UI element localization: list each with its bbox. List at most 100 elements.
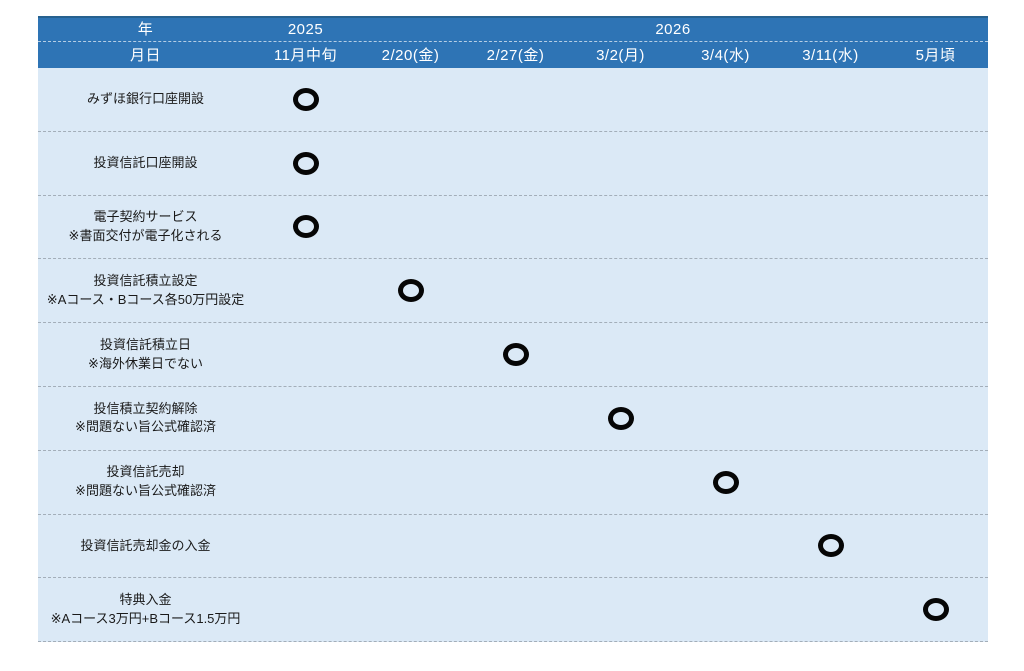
date-col-header-3: 3/2(月)	[596, 46, 645, 64]
table-body: みずほ銀行口座開設 投資信託口座開設 電子契約サービス ※書面交付が電子化される	[38, 68, 988, 643]
timeline-cell	[778, 451, 883, 514]
timeline-cell	[463, 578, 568, 641]
timeline-cell	[673, 68, 778, 131]
timeline-cell	[358, 132, 463, 195]
milestone-schedule-table: 年 2025 2026 月日 11月中旬 2/20(金) 2/27(金) 3/2…	[38, 16, 988, 643]
task-title: 電子契約サービス	[93, 209, 198, 225]
timeline-cell	[253, 578, 358, 641]
task-label: 投資信託口座開設	[38, 132, 253, 195]
timeline-cell	[358, 387, 463, 450]
timeline-cell	[253, 132, 358, 195]
task-row-installment-date: 投資信託積立日 ※海外休業日でない	[38, 323, 988, 387]
timeline-cell	[883, 132, 988, 195]
year-2026-cell: 2026	[655, 21, 691, 38]
timeline-cells	[253, 451, 988, 514]
timeline-cell	[778, 259, 883, 322]
date-col-header-6: 5月頃	[915, 46, 956, 64]
timeline-cells	[253, 323, 988, 386]
task-label: 投資信託積立設定 ※Aコース・Bコース各50万円設定	[38, 259, 253, 322]
timeline-cell	[253, 323, 358, 386]
task-title: 投資信託積立日	[99, 336, 191, 352]
timeline-cell	[463, 323, 568, 386]
timeline-cell	[883, 196, 988, 259]
task-row-fund-account: 投資信託口座開設	[38, 131, 988, 196]
year-2025-cell: 2025	[287, 21, 324, 38]
timeline-cell	[463, 515, 568, 578]
task-row-sale-deposit: 投資信託売却金の入金	[38, 514, 988, 579]
milestone-marker	[292, 215, 319, 239]
timeline-cell	[253, 515, 358, 578]
timeline-cell	[568, 323, 673, 386]
task-note: ※問題ない旨公式確認済	[75, 419, 216, 435]
date-row-label: 月日	[129, 46, 161, 64]
milestone-marker	[817, 534, 844, 558]
timeline-cell	[673, 387, 778, 450]
timeline-cell	[673, 578, 778, 641]
timeline-cell	[463, 387, 568, 450]
milestone-marker	[397, 279, 424, 303]
task-title: 投資信託売却	[106, 464, 185, 480]
timeline-cell	[358, 323, 463, 386]
task-label: みずほ銀行口座開設	[38, 68, 253, 131]
timeline-cell	[778, 323, 883, 386]
task-title: 特典入金	[119, 591, 172, 607]
timeline-cell	[673, 451, 778, 514]
timeline-cell	[253, 387, 358, 450]
timeline-cell	[883, 68, 988, 131]
timeline-cell	[358, 515, 463, 578]
task-label: 電子契約サービス ※書面交付が電子化される	[38, 196, 253, 259]
timeline-cell	[883, 451, 988, 514]
timeline-cell	[778, 515, 883, 578]
timeline-cells	[253, 196, 988, 259]
timeline-cell	[778, 68, 883, 131]
timeline-cell	[463, 196, 568, 259]
timeline-cells	[253, 387, 988, 450]
timeline-cell	[463, 259, 568, 322]
timeline-cell	[253, 68, 358, 131]
timeline-cell	[778, 196, 883, 259]
task-row-econtract: 電子契約サービス ※書面交付が電子化される	[38, 195, 988, 260]
task-row-mizuho-account: みずほ銀行口座開設	[38, 68, 988, 132]
timeline-cell	[883, 387, 988, 450]
timeline-cell	[568, 68, 673, 131]
date-col-header-5: 3/11(水)	[802, 46, 859, 64]
task-title: みずほ銀行口座開設	[86, 90, 204, 106]
timeline-cell	[673, 132, 778, 195]
timeline-cell	[778, 132, 883, 195]
timeline-cell	[568, 451, 673, 514]
task-label: 特典入金 ※Aコース3万円+Bコース1.5万円	[38, 578, 253, 641]
task-note: ※海外休業日でない	[88, 355, 203, 371]
timeline-cell	[778, 578, 883, 641]
task-title: 投資信託積立設定	[93, 272, 198, 288]
timeline-cell	[883, 578, 988, 641]
date-col-header-1: 2/20(金)	[381, 46, 440, 64]
timeline-cell	[568, 259, 673, 322]
task-note: ※Aコース・Bコース各50万円設定	[46, 291, 245, 307]
milestone-marker	[502, 343, 529, 367]
milestone-marker	[607, 406, 634, 430]
timeline-cell	[358, 578, 463, 641]
timeline-cell	[463, 68, 568, 131]
timeline-cell	[883, 323, 988, 386]
timeline-cell	[568, 515, 673, 578]
milestone-marker	[292, 151, 319, 175]
timeline-cell	[568, 196, 673, 259]
task-row-fund-sell: 投資信託売却 ※問題ない旨公式確認済	[38, 450, 988, 515]
date-col-header-0: 11月中旬	[273, 46, 338, 64]
timeline-cell	[778, 387, 883, 450]
year-header-row: 年 2025 2026	[38, 18, 988, 42]
date-col-header-2: 2/27(金)	[486, 46, 545, 64]
timeline-cells	[253, 259, 988, 322]
task-label: 投信積立契約解除 ※問題ない旨公式確認済	[38, 387, 253, 450]
timeline-cell	[673, 259, 778, 322]
timeline-cell	[673, 515, 778, 578]
task-row-installment-setup: 投資信託積立設定 ※Aコース・Bコース各50万円設定	[38, 259, 988, 324]
timeline-cell	[253, 259, 358, 322]
table-header: 年 2025 2026 月日 11月中旬 2/20(金) 2/27(金) 3/2…	[38, 16, 988, 68]
timeline-cell	[358, 196, 463, 259]
task-title: 投信積立契約解除	[93, 400, 198, 416]
timeline-cell	[673, 323, 778, 386]
milestone-marker	[292, 87, 319, 111]
timeline-cell	[673, 196, 778, 259]
timeline-cell	[463, 451, 568, 514]
